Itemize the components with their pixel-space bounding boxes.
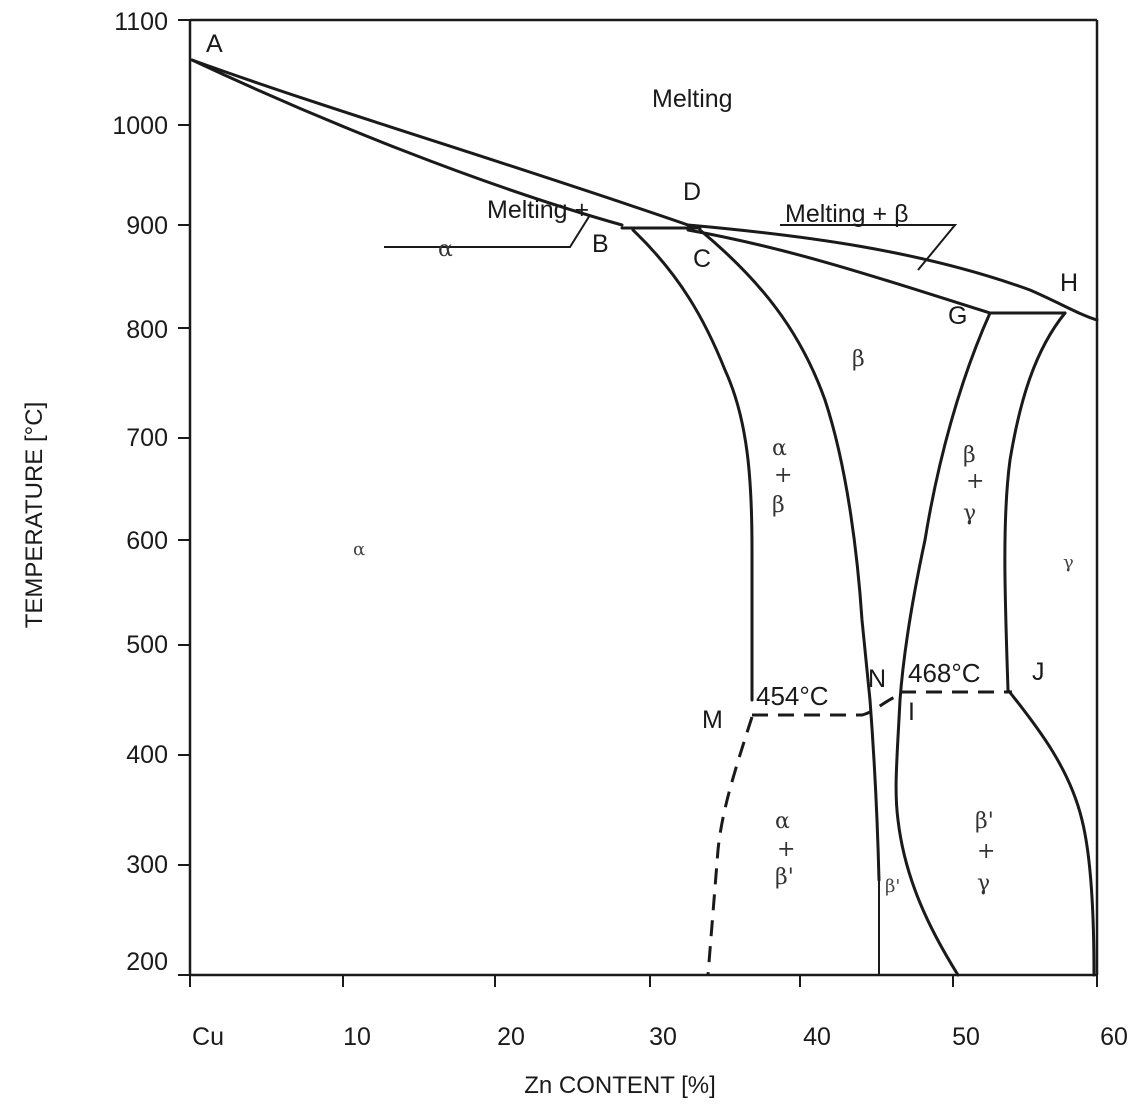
beta-boundary-c-n xyxy=(698,228,881,882)
gamma-boundary-h-j xyxy=(1003,311,1096,977)
y-tick-label: 1000 xyxy=(112,112,168,140)
beta-gamma-boundary-g-i xyxy=(894,311,992,977)
alpha-boundary-b-m xyxy=(631,228,754,702)
x-tick-label: Cu xyxy=(192,1023,224,1051)
x-tick-label: 50 xyxy=(952,1023,980,1051)
point-label-h: H xyxy=(1060,269,1078,297)
solidus-d-g xyxy=(686,228,992,315)
x-tick-label: 30 xyxy=(649,1023,677,1051)
point-labels: A B C D G H I J M N xyxy=(206,30,1078,734)
x-tick-label: 20 xyxy=(497,1023,525,1051)
eutectoid-line-454 xyxy=(752,693,901,717)
region-label-alpha-betap-3: β' xyxy=(775,865,794,890)
point-label-n: N xyxy=(868,665,886,693)
region-label-beta-gamma-1: β xyxy=(963,443,976,468)
point-label-g: G xyxy=(948,302,967,330)
region-label-alpha-beta-2: + xyxy=(774,463,792,488)
y-tick-label: 600 xyxy=(126,527,168,555)
temperature-label-454: 454°C xyxy=(756,681,829,711)
alpha-beta-prime-boundary xyxy=(706,716,754,976)
y-tick-label: 700 xyxy=(126,424,168,452)
point-label-m: M xyxy=(702,706,723,734)
point-label-b: B xyxy=(592,230,609,258)
x-tick-label: 40 xyxy=(803,1023,831,1051)
point-label-c: C xyxy=(693,245,711,273)
region-label-betap-gamma-2: + xyxy=(977,839,995,864)
region-label-melting-beta: Melting + β xyxy=(785,200,908,228)
region-label-betap-gamma-3: γ xyxy=(977,871,990,896)
y-tick-label: 500 xyxy=(126,631,168,659)
x-tick-labels: Cu 10 20 30 40 50 60 xyxy=(192,1023,1128,1051)
temperature-label-468: 468°C xyxy=(908,658,981,688)
region-labels: Melting Melting + α Melting + β α β γ α … xyxy=(353,85,1074,897)
y-tick-labels: 200 300 400 500 600 700 800 900 1000 110… xyxy=(112,8,168,976)
region-label-alpha-betap-1: α xyxy=(775,809,790,834)
region-label-melting-alpha: Melting + xyxy=(487,196,589,224)
region-label-gamma: γ xyxy=(1063,552,1074,573)
region-label-beta-gamma-2: + xyxy=(966,469,984,494)
y-tick-label: 1100 xyxy=(114,8,168,36)
region-label-betap: β' xyxy=(885,876,900,897)
region-label-alpha-beta-3: β xyxy=(772,493,785,518)
point-label-a: A xyxy=(206,30,223,58)
point-label-d: D xyxy=(683,178,701,206)
point-label-i: I xyxy=(908,698,915,726)
solidus-a-b xyxy=(190,58,624,227)
y-tick-label: 900 xyxy=(126,212,168,240)
region-label-alpha-betap-2: + xyxy=(777,837,795,862)
region-label-betap-gamma-1: β' xyxy=(975,809,994,834)
y-tick-label: 400 xyxy=(126,741,168,769)
region-label-beta: β xyxy=(852,347,865,372)
x-axis-title: Zn CONTENT [%] xyxy=(524,1072,716,1099)
point-label-j: J xyxy=(1032,658,1045,686)
region-label-alpha-beta-1: α xyxy=(772,436,787,461)
y-axis-title: TEMPERATURE [°C] xyxy=(21,402,48,629)
melting-alpha-pointer xyxy=(384,214,591,248)
melting-beta-pointer xyxy=(780,224,958,271)
y-tick-label: 200 xyxy=(126,948,168,976)
region-label-alpha: α xyxy=(353,539,365,560)
region-label-melting-alpha-greek: α xyxy=(438,237,453,262)
region-label-beta-gamma-3: γ xyxy=(963,501,976,526)
x-ticks xyxy=(189,975,1098,987)
x-tick-label: 60 xyxy=(1100,1023,1128,1051)
y-tick-label: 800 xyxy=(126,316,168,344)
phase-boundaries xyxy=(190,58,1099,977)
y-tick-label: 300 xyxy=(126,851,168,879)
liquidus-d-h xyxy=(686,223,1099,322)
x-tick-label: 10 xyxy=(343,1023,371,1051)
y-ticks xyxy=(178,19,190,976)
liquidus-a-d xyxy=(190,58,690,227)
region-label-melting: Melting xyxy=(652,85,733,113)
